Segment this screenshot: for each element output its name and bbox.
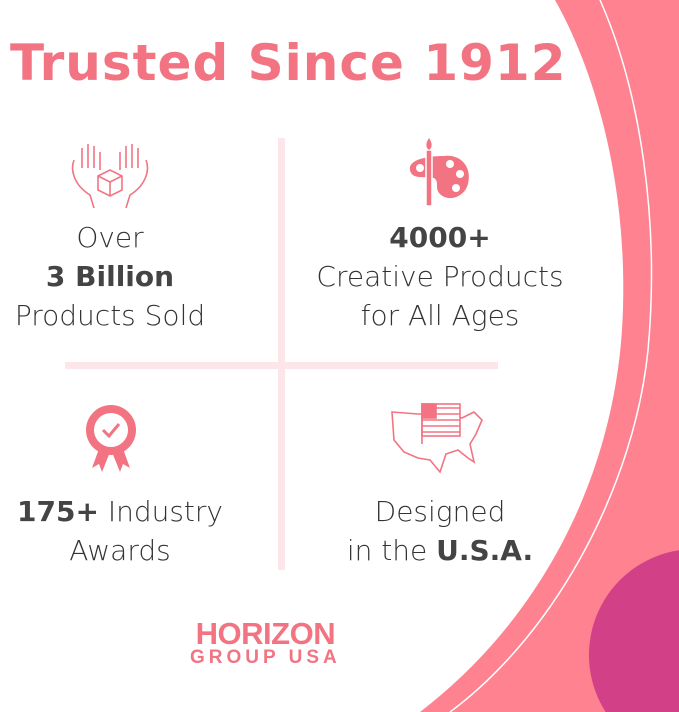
vertical-divider bbox=[278, 138, 285, 570]
stat-line: in the U.S.A. bbox=[346, 534, 534, 567]
stat-line: Creative Products bbox=[316, 260, 564, 293]
hands-box-icon bbox=[71, 144, 149, 209]
logo-line1: HORIZON bbox=[195, 616, 336, 651]
magenta-circle bbox=[588, 550, 679, 712]
stat-products-sold: Over 3 Billion Products Sold bbox=[0, 218, 230, 335]
palette-brush-icon bbox=[409, 138, 469, 207]
horizontal-divider bbox=[65, 362, 498, 369]
award-ribbon-icon bbox=[86, 405, 136, 472]
stat-line: Over bbox=[76, 221, 144, 254]
stat-line: for All Ages bbox=[360, 299, 520, 332]
stat-designed-usa: Designed in the U.S.A. bbox=[290, 492, 590, 570]
stat-line: 175+ Industry bbox=[17, 495, 223, 528]
stat-highlight: 4000+ bbox=[389, 221, 491, 254]
stat-line: Awards bbox=[69, 534, 171, 567]
logo-line2: GROUP USA bbox=[190, 647, 341, 668]
pink-curve-shape bbox=[420, 0, 679, 712]
stat-line: Products Sold bbox=[14, 299, 206, 332]
horizon-logo: HORIZON GROUP USA bbox=[190, 616, 341, 668]
stat-highlight: 3 Billion bbox=[45, 260, 175, 293]
stat-creative-products: 4000+ Creative Products for All Ages bbox=[290, 218, 590, 335]
white-curve-line bbox=[449, 0, 653, 712]
stat-line: Designed bbox=[374, 495, 506, 528]
stat-industry-awards: 175+ Industry Awards bbox=[0, 492, 240, 570]
headline: Trusted Since 1912 bbox=[10, 34, 567, 92]
usa-map-flag-icon bbox=[391, 403, 483, 474]
